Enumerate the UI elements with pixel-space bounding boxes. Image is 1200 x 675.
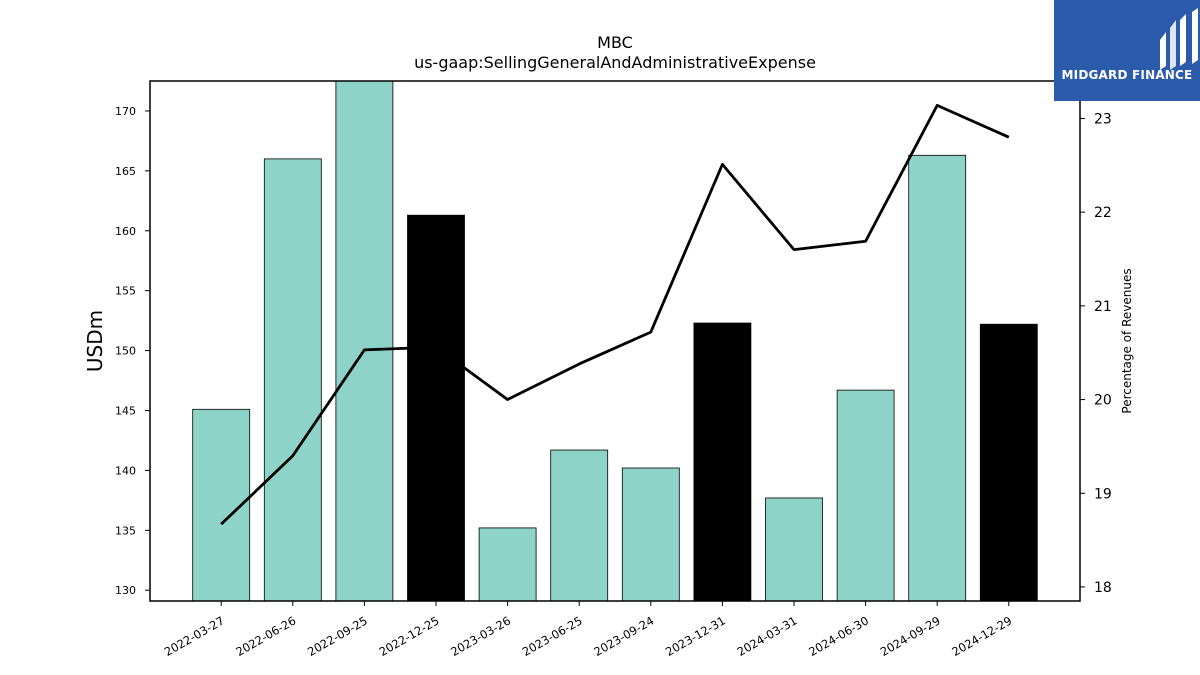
bar-2023-09-24 [621, 467, 680, 602]
y-tick-label-155: 155 [115, 285, 136, 298]
bar-2023-06-25 [550, 449, 609, 602]
y2-tick-label-22: 22 [1094, 205, 1112, 221]
chart-subtitle: us-gaap:SellingGeneralAndAdministrativeE… [414, 53, 816, 72]
y-tick-label-160: 160 [115, 225, 136, 238]
bar-2022-09-25 [335, 80, 394, 602]
y2-axis-label: Percentage of Revenues [1120, 268, 1134, 413]
bar-2023-12-31 [693, 322, 752, 602]
y-tick-label-140: 140 [115, 464, 136, 477]
bar-2024-06-30 [836, 389, 895, 602]
y-tick-label-170: 170 [115, 105, 136, 118]
bar-2024-03-31 [765, 497, 823, 602]
y-tick-label-130: 130 [115, 584, 136, 597]
x-tick-label-2024-09-29: 2024-09-29 [878, 613, 943, 659]
percentage-line [220, 103, 1010, 526]
midgard-finance-logo: MIDGARD FINANCE [1054, 0, 1200, 101]
x-tick-label-2022-06-26: 2022-06-26 [233, 613, 298, 659]
x-tick-label-2023-09-24: 2023-09-24 [591, 613, 656, 659]
y-tick-label-150: 150 [115, 345, 136, 358]
x-tick-label-2024-03-31: 2024-03-31 [735, 613, 800, 659]
y2-tick-label-21: 21 [1094, 299, 1112, 315]
y2-tick-label-18: 18 [1094, 580, 1112, 596]
chart-title: MBC [597, 33, 633, 52]
x-tick-label-2023-03-26: 2023-03-26 [448, 613, 513, 659]
bar-2024-12-29 [979, 323, 1038, 602]
logo-text: MIDGARD FINANCE [1061, 68, 1193, 82]
x-tick-label-2024-12-29: 2024-12-29 [949, 613, 1014, 659]
y2-tick-label-23: 23 [1094, 111, 1112, 127]
bars-layer [192, 80, 1038, 602]
bar-2023-03-26 [478, 527, 537, 602]
x-tick-label-2022-03-27: 2022-03-27 [162, 613, 227, 659]
x-axis: 2022-03-27 2022-06-26 2022-09-25 2022-12-25… [162, 601, 1014, 659]
left-axis: 130 135 140 145 150 155 160 165 170 [115, 105, 150, 597]
y2-tick-label-19: 19 [1094, 486, 1112, 502]
y-axis-label: USDm [83, 310, 107, 372]
right-axis: 18 19 20 21 22 23 [1080, 111, 1112, 596]
plot-frame [149, 80, 1081, 602]
x-tick-label-2023-06-25: 2023-06-25 [520, 613, 585, 659]
y-tick-label-135: 135 [115, 524, 136, 537]
y-tick-label-165: 165 [115, 165, 136, 178]
bar-2022-12-25 [407, 214, 465, 602]
x-tick-label-2022-12-25: 2022-12-25 [377, 613, 442, 659]
logo-mark-icon [1160, 8, 1198, 70]
x-tick-label-2022-09-25: 2022-09-25 [305, 613, 370, 659]
bar-2024-09-29 [908, 154, 967, 602]
x-tick-label-2024-06-30: 2024-06-30 [806, 613, 871, 659]
y-tick-label-145: 145 [115, 404, 136, 417]
bar-2022-06-26 [263, 158, 322, 602]
y2-tick-label-20: 20 [1094, 393, 1112, 409]
x-tick-label-2023-12-31: 2023-12-31 [663, 613, 728, 659]
line-layer [220, 103, 1010, 526]
